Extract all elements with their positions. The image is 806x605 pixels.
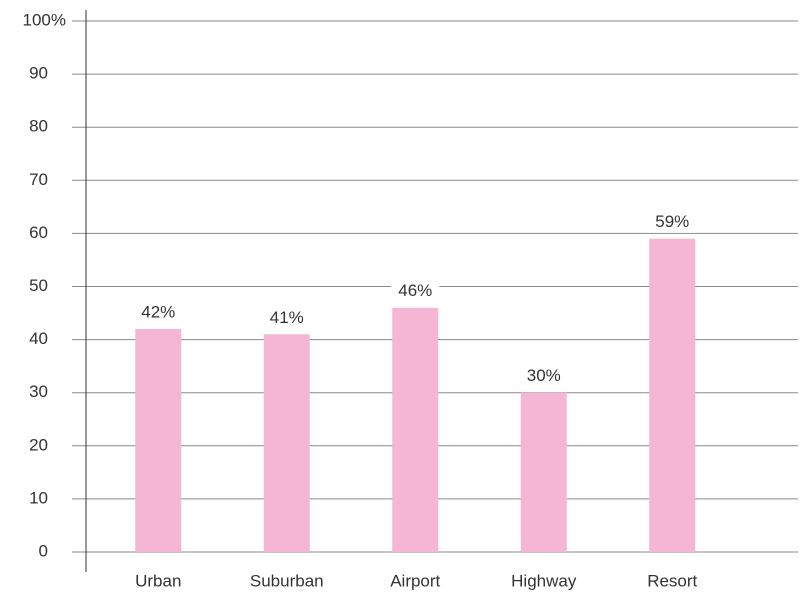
y-tick-label: 10 xyxy=(29,488,48,507)
bar xyxy=(649,238,696,552)
bar xyxy=(135,328,182,552)
data-label: 41% xyxy=(270,308,304,327)
y-tick-label: 20 xyxy=(29,435,48,454)
data-label: 59% xyxy=(655,212,689,231)
label-background xyxy=(648,208,697,233)
y-tick-label: 90 xyxy=(29,64,48,83)
y-tick-label: 60 xyxy=(29,223,48,242)
data-label: 46% xyxy=(398,281,432,300)
x-tick-label: Suburban xyxy=(250,571,324,590)
label-background xyxy=(134,298,183,323)
bar xyxy=(520,392,567,552)
y-tick-label: 50 xyxy=(29,276,48,295)
x-tick-label: Resort xyxy=(647,571,697,590)
y-tick-label: 100% xyxy=(23,10,66,29)
label-background xyxy=(262,304,311,329)
y-tick-label: 80 xyxy=(29,117,48,136)
x-tick-label: Highway xyxy=(511,571,577,590)
bar xyxy=(263,334,310,552)
y-tick-label: 70 xyxy=(29,170,48,189)
y-tick-label: 30 xyxy=(29,382,48,401)
label-background xyxy=(519,362,568,387)
x-tick-label: Urban xyxy=(135,571,181,590)
y-tick-label: 40 xyxy=(29,329,48,348)
y-tick-label: 0 xyxy=(39,541,48,560)
label-background xyxy=(391,277,440,302)
bar xyxy=(392,307,439,552)
data-label: 30% xyxy=(527,366,561,385)
x-tick-label: Airport xyxy=(390,571,440,590)
data-label: 42% xyxy=(141,302,175,321)
